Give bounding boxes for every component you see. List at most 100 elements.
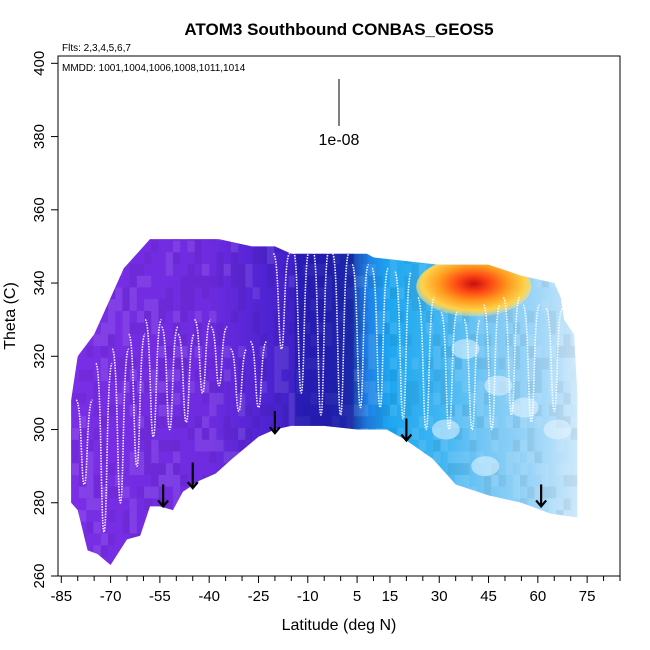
field-cell xyxy=(549,521,557,534)
field-cell xyxy=(491,545,499,557)
field-cell xyxy=(303,545,311,557)
field-cell xyxy=(194,346,202,358)
field-cell xyxy=(483,498,492,511)
field-cell xyxy=(505,369,513,382)
field-cell xyxy=(238,275,246,288)
field-cell xyxy=(433,392,441,405)
field-cell xyxy=(462,310,470,323)
field-cell xyxy=(230,498,239,511)
field-cell xyxy=(115,392,123,405)
field-cell xyxy=(332,217,339,229)
field-cell xyxy=(187,239,195,241)
field-cell xyxy=(534,275,542,288)
field-cell xyxy=(534,545,542,557)
field-cell xyxy=(433,240,441,253)
field-cell xyxy=(353,240,361,253)
field-cell xyxy=(216,392,224,405)
flight-track-profile xyxy=(292,249,311,394)
field-cell xyxy=(361,463,369,475)
field-cell xyxy=(267,240,275,253)
flight-track-profile xyxy=(127,333,146,467)
field-cell xyxy=(462,533,470,546)
field-cell xyxy=(180,346,188,358)
field-cell xyxy=(252,240,260,253)
field-cell xyxy=(426,240,434,253)
field-cell xyxy=(100,240,108,253)
field-cell xyxy=(165,264,173,276)
field-cell xyxy=(426,557,434,565)
field-cell xyxy=(129,463,137,475)
field-cell xyxy=(549,486,557,499)
field-cell xyxy=(483,310,492,323)
field-cell xyxy=(440,474,448,487)
field-cell xyxy=(93,240,101,253)
field-cell xyxy=(549,498,557,511)
field-cell xyxy=(115,299,123,311)
field-cell xyxy=(295,521,304,534)
field-cell xyxy=(411,299,419,311)
field-cell xyxy=(549,533,557,546)
field-cell xyxy=(158,299,166,311)
field-cell xyxy=(165,521,173,534)
field-cell xyxy=(216,264,224,276)
field-cell xyxy=(180,416,188,428)
field-cell xyxy=(238,299,246,311)
field-cell xyxy=(122,334,130,346)
field-cell xyxy=(455,416,463,428)
field-cell xyxy=(151,557,159,565)
field-cell xyxy=(578,287,585,299)
field-cell xyxy=(310,510,318,522)
field-cell xyxy=(144,275,152,288)
field-cell xyxy=(368,275,376,288)
field-cell xyxy=(578,487,585,499)
field-cell xyxy=(361,240,369,253)
field-cell xyxy=(404,557,412,565)
field-cell xyxy=(238,346,246,358)
field-cell xyxy=(418,299,427,311)
field-cell xyxy=(361,275,369,288)
field-cell xyxy=(86,557,94,565)
field-cell xyxy=(187,264,195,276)
field-cell xyxy=(484,217,491,229)
field-cell xyxy=(202,557,210,565)
field-cell xyxy=(93,557,101,565)
field-cell xyxy=(274,381,282,393)
field-cell xyxy=(440,439,448,452)
field-cell xyxy=(173,392,181,405)
field-cell xyxy=(267,486,275,499)
field-cell xyxy=(353,545,361,557)
field-cell xyxy=(368,240,376,253)
field-cell xyxy=(361,357,369,370)
field-cell xyxy=(100,252,108,264)
field-cell xyxy=(332,557,340,565)
field-cell xyxy=(122,299,130,311)
field-cell xyxy=(353,275,361,288)
field-cell xyxy=(194,486,202,499)
field-cell xyxy=(93,275,101,288)
field-cell xyxy=(71,439,79,452)
x-tick-label: -85 xyxy=(50,588,72,605)
field-cell xyxy=(469,334,477,346)
field-cell xyxy=(238,264,246,276)
field-cell xyxy=(86,299,94,311)
field-cell xyxy=(520,217,527,229)
field-cell xyxy=(129,498,137,511)
field-cell xyxy=(223,428,231,440)
field-cell xyxy=(259,369,267,382)
field-cell xyxy=(100,474,108,487)
field-cell xyxy=(317,428,325,440)
field-cell xyxy=(563,275,571,288)
field-cell xyxy=(361,322,369,335)
field-cell xyxy=(512,252,521,264)
field-cell xyxy=(71,239,72,241)
field-cell xyxy=(556,217,563,229)
field-cell xyxy=(187,428,195,440)
field-cell xyxy=(216,369,224,382)
field-cell xyxy=(404,521,412,534)
field-cell xyxy=(93,428,101,440)
field-cell xyxy=(281,264,289,276)
field-cell xyxy=(397,310,405,323)
field-cell xyxy=(130,217,137,229)
field-cell xyxy=(549,275,557,288)
